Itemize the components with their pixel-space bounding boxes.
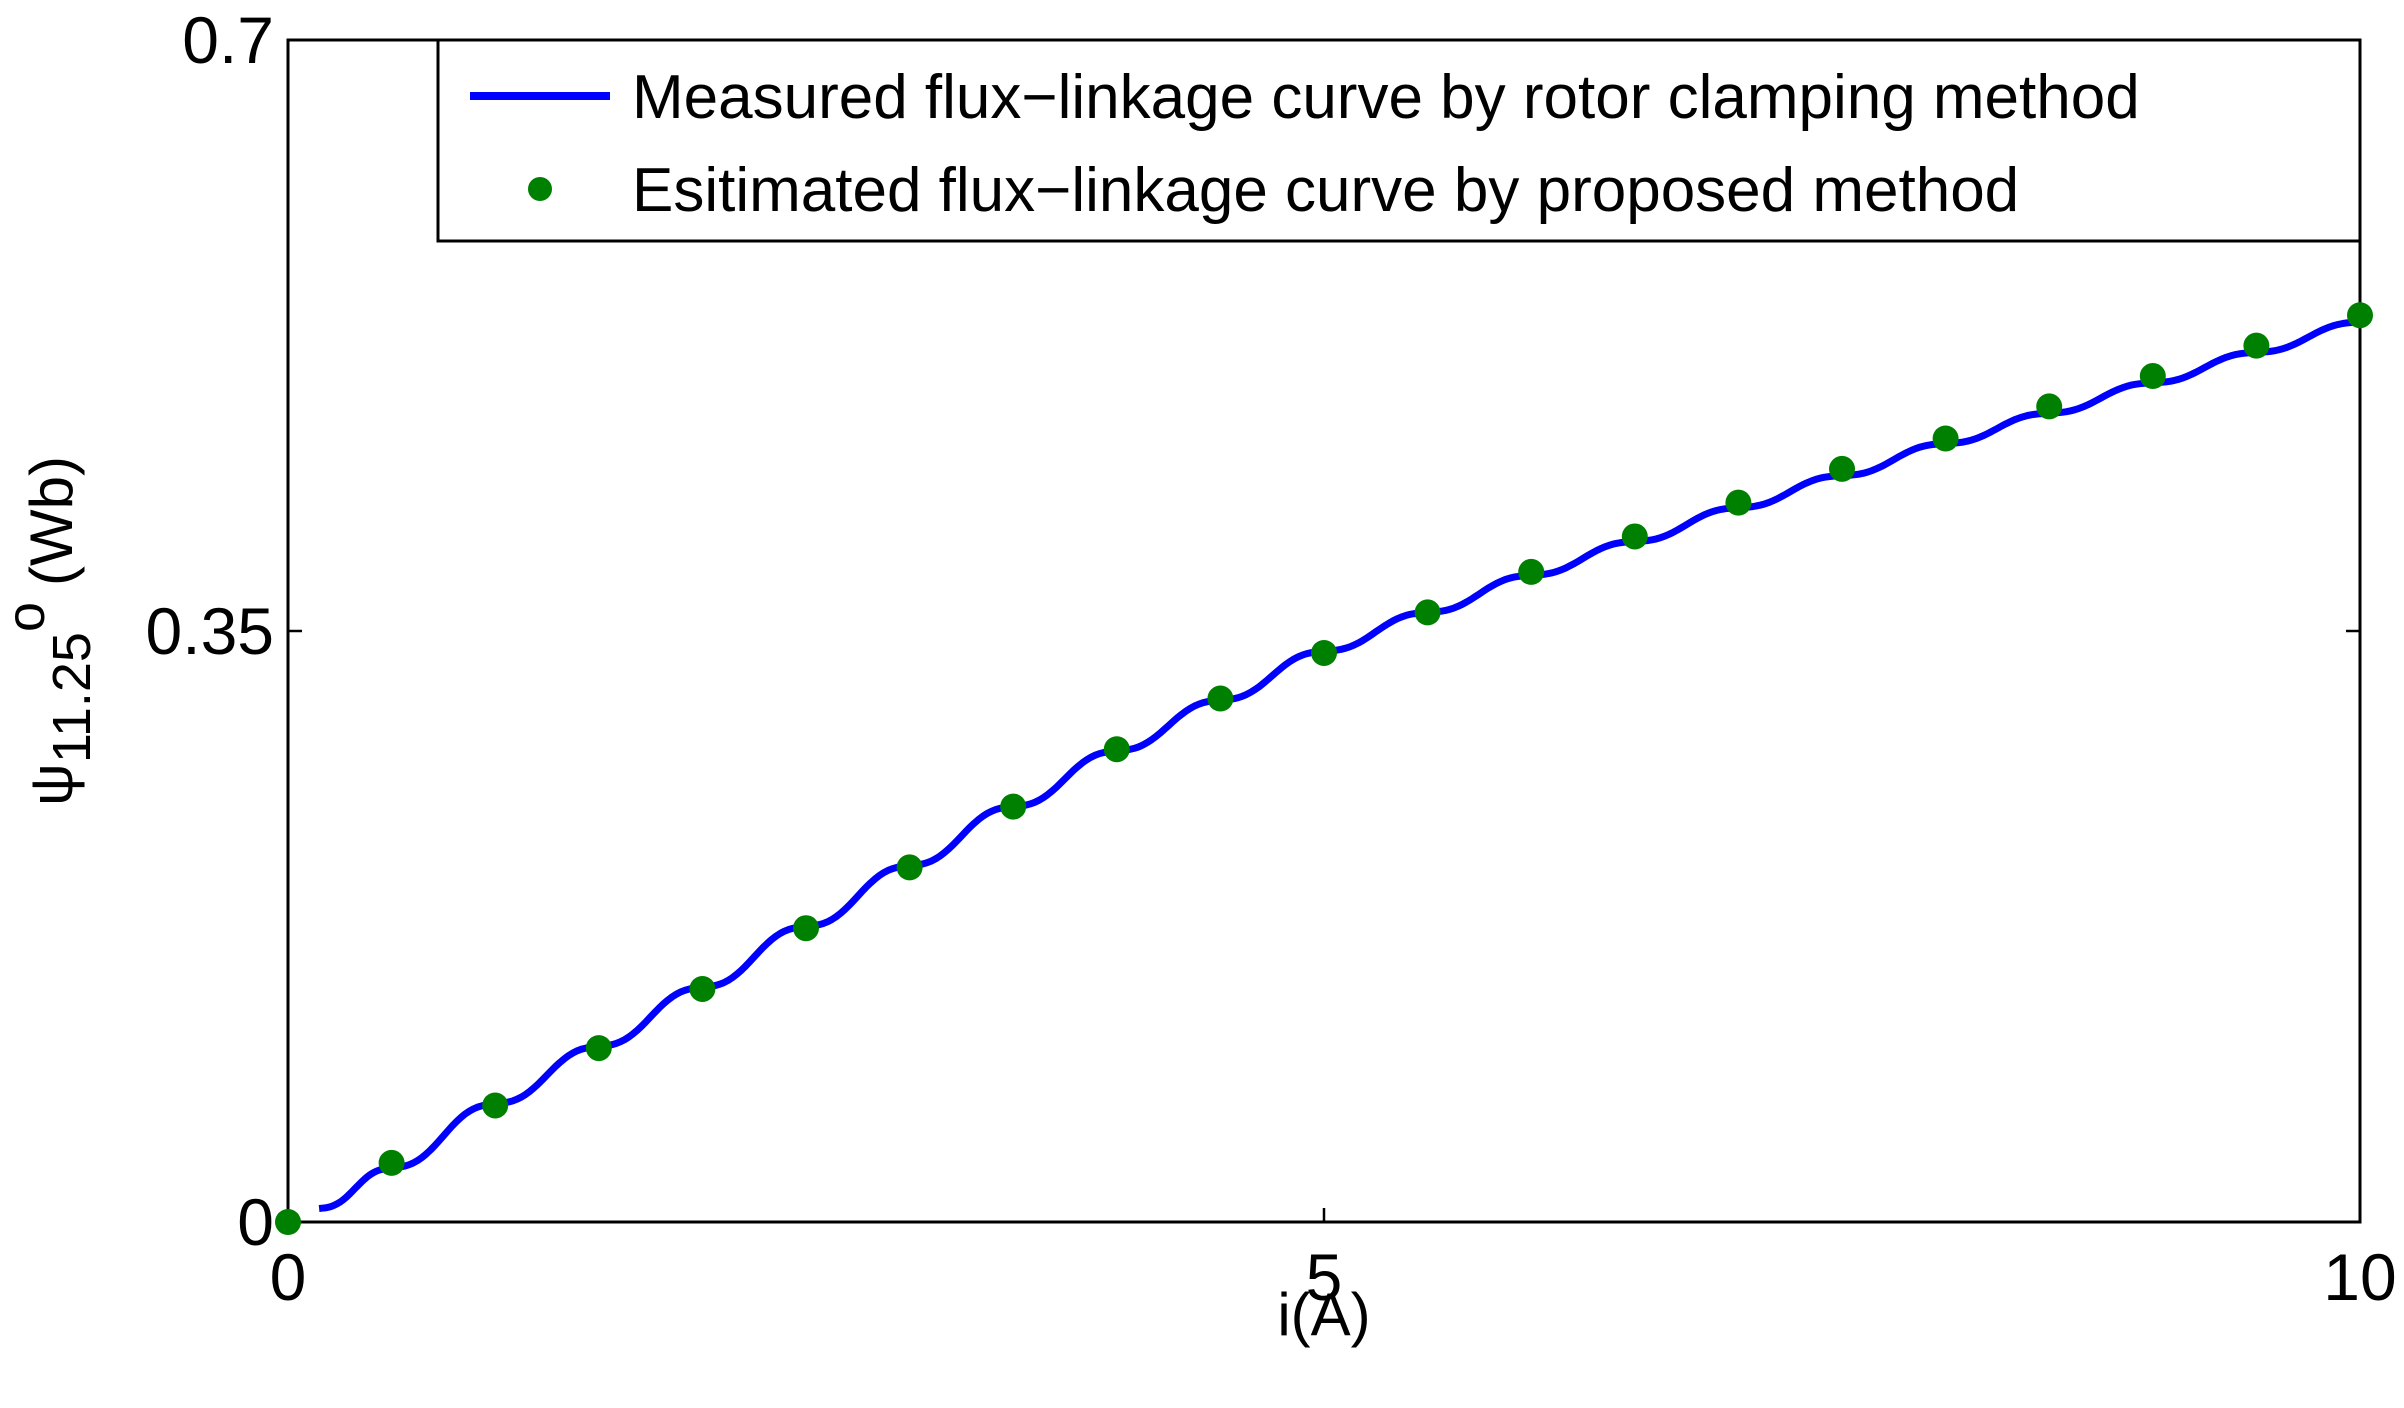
estimated-point-11	[1414, 599, 1441, 626]
y-tick-label-2: 0.7	[182, 3, 274, 77]
estimated-point-15	[1829, 455, 1855, 482]
legend: Measured flux−linkage curve by rotor cla…	[436, 38, 2362, 243]
estimated-point-12	[1518, 558, 1545, 585]
estimated-point-3	[585, 1035, 612, 1062]
estimated-point-9	[1207, 685, 1234, 712]
estimated-point-4	[689, 975, 716, 1002]
y-tick-label-1: 0.35	[146, 594, 274, 668]
legend-label-estimated: Esitimated flux−linkage curve by propose…	[632, 156, 2019, 225]
y-axis-unit: (Wb)	[18, 456, 85, 586]
estimated-point-6	[896, 854, 923, 881]
axis-ticks: 0 5 10 0 0.35 0.7	[146, 3, 2397, 1314]
estimated-point-7	[1000, 793, 1027, 820]
estimated-point-2	[482, 1092, 509, 1119]
estimated-point-13	[1621, 523, 1648, 550]
estimated-point-18	[2139, 363, 2166, 390]
legend-marker-sample	[528, 177, 552, 201]
x-tick-label-0: 0	[270, 1240, 307, 1314]
estimated-point-20	[2347, 302, 2373, 329]
estimated-point-16	[1932, 425, 1959, 452]
series-layer	[275, 302, 2373, 1235]
legend-box	[436, 38, 2362, 243]
estimated-point-17	[2036, 393, 2063, 420]
y-axis-title: ψ11.25o (Wb)	[0, 456, 102, 806]
estimated-point-19	[2243, 332, 2270, 359]
estimated-point-0	[275, 1209, 301, 1235]
y-axis-subscript: 11.25	[42, 632, 102, 763]
legend-label-measured: Measured flux−linkage curve by rotor cla…	[632, 63, 2140, 132]
x-tick-label-2: 10	[2323, 1240, 2396, 1314]
y-tick-label-0: 0	[237, 1185, 274, 1259]
estimated-point-1	[378, 1149, 405, 1176]
x-tick-label-1: 5	[1306, 1240, 1343, 1314]
estimated-point-14	[1725, 489, 1752, 516]
y-axis-superscript: o	[0, 602, 56, 632]
estimated-point-8	[1103, 736, 1130, 763]
estimated-point-5	[793, 915, 819, 942]
x-axis-title: i(A)	[1277, 1281, 1370, 1348]
estimated-point-10	[1311, 639, 1337, 666]
y-axis-symbol: ψ	[18, 763, 85, 806]
